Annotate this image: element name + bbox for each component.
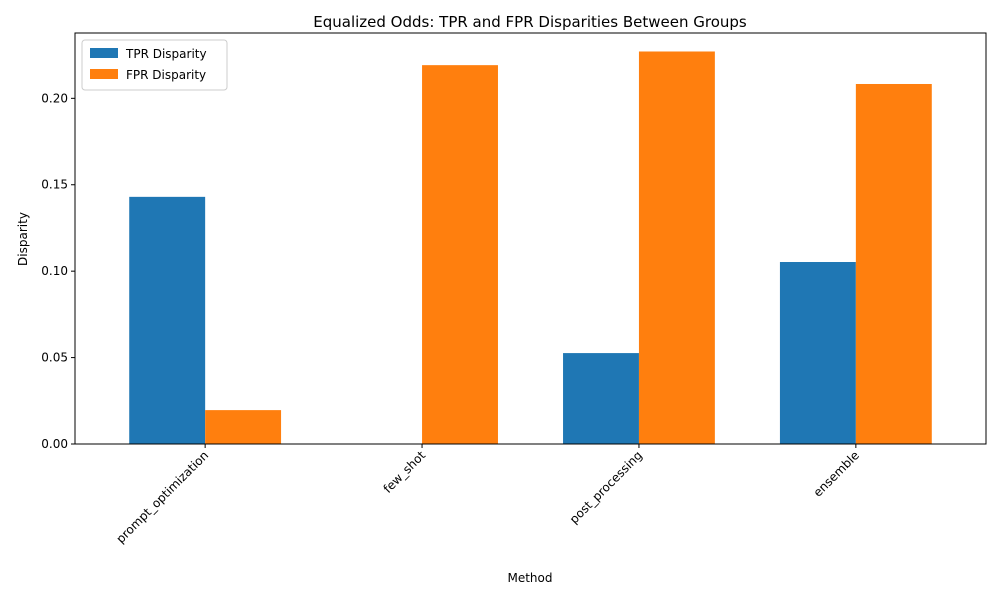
x-tick-label: few_shot: [381, 448, 429, 496]
bar-series-0-ensemble: [779, 262, 856, 444]
y-tick-label: 0.00: [41, 437, 68, 451]
y-axis: 0.00 0.05 0.10 0.15 0.20: [41, 91, 75, 451]
chart-title: Equalized Odds: TPR and FPR Disparities …: [313, 13, 747, 31]
bar-series-1-ensemble: [855, 83, 932, 445]
legend: TPR Disparity FPR Disparity: [81, 39, 228, 91]
x-tick-label: prompt_optimization: [113, 448, 211, 546]
y-axis-label: Disparity: [16, 212, 30, 266]
y-tick-label: 0.15: [41, 178, 68, 192]
legend-label-1: FPR Disparity: [126, 68, 206, 82]
bar-series-1-few_shot: [422, 65, 498, 445]
bars-group: [129, 51, 932, 445]
legend-box: [81, 39, 228, 91]
x-axis-label: Method: [507, 571, 552, 585]
plot-frame: [74, 32, 987, 445]
bar-series-1-prompt_optimization: [205, 410, 282, 444]
bar-series-0-prompt_optimization: [129, 196, 206, 444]
legend-swatch-1: [90, 69, 118, 79]
y-tick-label: 0.10: [41, 264, 68, 278]
x-axis: prompt_optimization few_shot post_processi…: [113, 444, 862, 546]
x-tick-label: ensemble: [811, 448, 862, 499]
y-tick-label: 0.20: [41, 91, 68, 105]
legend-swatch-0: [90, 48, 118, 58]
x-tick-label: post_processing: [567, 448, 645, 526]
legend-label-0: TPR Disparity: [125, 47, 207, 61]
y-tick-label: 0.05: [41, 351, 68, 365]
bar-series-0-post_processing: [563, 353, 639, 444]
bar-series-1-post_processing: [638, 51, 715, 445]
